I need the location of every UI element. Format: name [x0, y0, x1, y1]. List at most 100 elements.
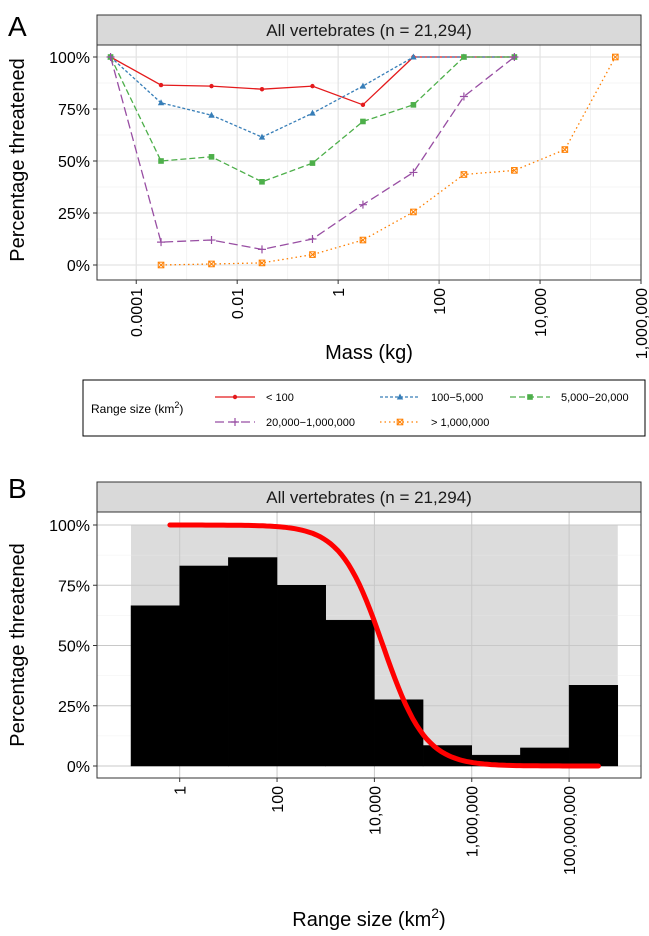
legend-label: 20,000−1,000,000 [266, 417, 355, 429]
marker-triangle [410, 53, 417, 60]
marker-triangle [309, 109, 316, 116]
marker-square-x [258, 259, 266, 267]
panel-a-border [96, 44, 642, 281]
marker-square-x-cross [561, 146, 569, 153]
x-tick-label: 100 [270, 786, 287, 813]
legend-box [82, 379, 646, 437]
marker-plus [358, 200, 367, 209]
panel-a-plot-area [97, 45, 641, 280]
marker-square [208, 154, 215, 160]
marker-square-x [157, 261, 165, 269]
x-tick-label: 10,000 [367, 786, 384, 835]
marker-square-x-cross [208, 260, 215, 268]
marker-square [158, 158, 164, 164]
y-tick-label: 25% [58, 699, 90, 716]
y-tick-label: 50% [58, 639, 90, 656]
panel-b-strip-title: All vertebrates (n = 21,294) [266, 488, 472, 507]
y-tick-label: 100% [49, 518, 90, 535]
panel-b-x-axis-title: Range size (km2) [292, 905, 445, 931]
legend: Range size (km2) < 100 100−5,000 5,000−20,… [82, 379, 646, 437]
y-tick-label: 0% [67, 258, 90, 275]
panel-b-y-axis: 0% 25% 50% 75% 100% [49, 518, 97, 776]
marker-square-x-cross [396, 418, 404, 426]
x-tick-label: 0.0001 [129, 288, 146, 337]
y-tick-label: 75% [58, 578, 90, 595]
marker-square-x [410, 208, 417, 216]
marker-triangle [157, 99, 165, 106]
y-tick-label: 100% [49, 50, 90, 67]
panel-a-x-axis-title: Mass (kg) [325, 342, 413, 364]
histogram-bar [276, 585, 326, 767]
y-tick-label: 50% [58, 154, 90, 171]
panel-b: All vertebrates (n = 21,294) 0% 25% 50% 75%… [7, 481, 642, 931]
marker-plus [308, 235, 317, 243]
x-tick-label: 1 [331, 288, 348, 297]
panel-b-y-axis-title: Percentage threatened [7, 543, 29, 747]
panel-b-curve [167, 522, 601, 769]
panel-a-x-axis: 0.0001 0.01 1 100 10,000 1,000,000 [129, 280, 649, 359]
marker-dot [232, 394, 238, 400]
marker-square-x-cross [460, 171, 468, 178]
marker-square-x [612, 53, 619, 61]
panel-a-lines [106, 53, 619, 269]
panel-a-y-axis-title: Percentage threatened [7, 58, 29, 262]
legend-label: 5,000−20,000 [561, 392, 629, 404]
marker-square-x-cross [309, 251, 316, 258]
marker-square-x [208, 260, 215, 268]
marker-plus [106, 53, 115, 61]
marker-square-x [396, 418, 404, 426]
marker-triangle [396, 393, 404, 400]
marker-dot [360, 102, 366, 108]
marker-triangle [208, 111, 215, 118]
x-tick-label: 1 [173, 786, 190, 795]
y-tick-label: 0% [67, 759, 90, 776]
marker-dot [259, 87, 265, 92]
x-tick-label: 10,000 [533, 288, 550, 337]
histogram-bar [228, 557, 278, 767]
marker-plus [257, 245, 266, 254]
x-tick-label: 1,000,000 [465, 786, 482, 857]
legend-label: 100−5,000 [431, 392, 483, 404]
marker-square-x-cross [359, 236, 367, 244]
marker-square-x [561, 146, 569, 153]
marker-square-x-cross [511, 167, 518, 174]
marker-square [527, 394, 533, 400]
logistic-curve [167, 522, 601, 769]
legend-keys: < 100 100−5,000 5,000−20,000 20,000−1,000,0… [215, 392, 629, 429]
x-tick-label: 100 [432, 288, 449, 315]
marker-plus [510, 53, 519, 61]
marker-square-x-cross [258, 259, 266, 267]
panel-b-strip [96, 481, 642, 513]
marker-plus [157, 238, 166, 247]
marker-triangle [258, 133, 266, 140]
x-tick-label: 100,000,000 [562, 786, 579, 875]
legend-label: > 1,000,000 [431, 417, 489, 429]
marker-square-x-cross [410, 208, 417, 216]
marker-square-x-cross [157, 261, 165, 269]
histogram-bar [325, 619, 375, 767]
marker-square-x [511, 167, 518, 174]
marker-square [461, 54, 467, 60]
x-tick-label: 1,000,000 [634, 288, 649, 359]
histogram-bar [374, 699, 424, 767]
marker-square [360, 118, 366, 125]
marker-square-x [309, 251, 316, 258]
marker-plus [231, 418, 239, 426]
marker-dot [310, 83, 315, 89]
panel-a-y-axis: 0% 25% 50% 75% 100% [49, 50, 97, 275]
histogram-bar [179, 565, 229, 767]
panel-letter-b: B [8, 473, 27, 504]
marker-triangle [359, 82, 367, 89]
marker-square-x-cross [612, 53, 619, 61]
legend-title: Range size (km2) [91, 400, 183, 416]
marker-dot [209, 83, 214, 89]
y-tick-label: 25% [58, 206, 90, 223]
panel-b-bars [130, 557, 619, 767]
y-tick-label: 75% [58, 102, 90, 119]
histogram-bar [130, 605, 180, 767]
panel-a: All vertebrates (n = 21,294) 0% 25% 50% 75%… [7, 14, 649, 364]
marker-plus [409, 168, 418, 177]
legend-label: < 100 [266, 392, 294, 404]
histogram-bar [568, 685, 619, 767]
panel-letter-a: A [8, 11, 27, 42]
